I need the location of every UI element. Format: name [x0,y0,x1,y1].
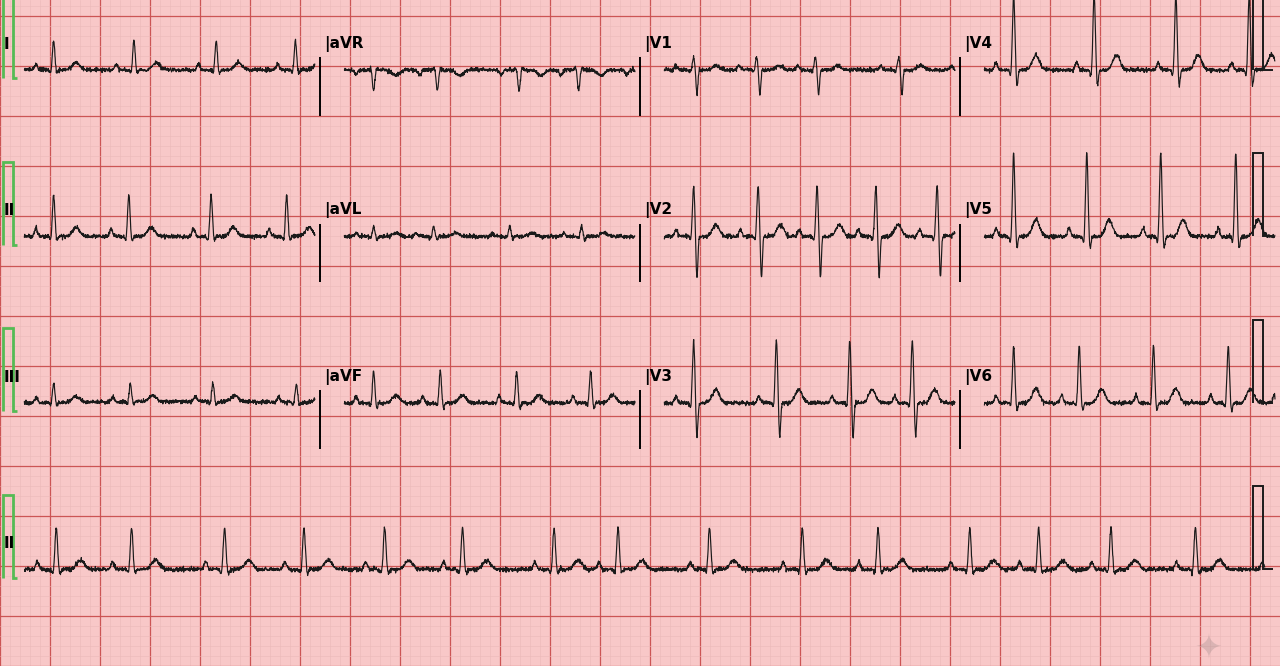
Text: |aVF: |aVF [324,368,362,385]
Text: |V6: |V6 [964,368,992,385]
Text: |aVR: |aVR [324,35,364,52]
Text: |V2: |V2 [644,202,672,218]
Text: ✦: ✦ [1196,632,1222,665]
Text: |V4: |V4 [964,35,992,52]
Text: I: I [4,37,10,52]
Text: |V1: |V1 [644,35,672,52]
Text: |aVL: |aVL [324,202,361,218]
Text: II: II [4,203,15,218]
Text: II: II [4,536,15,551]
Text: |V3: |V3 [644,368,672,385]
Text: III: III [4,370,20,385]
Text: |V5: |V5 [964,202,992,218]
